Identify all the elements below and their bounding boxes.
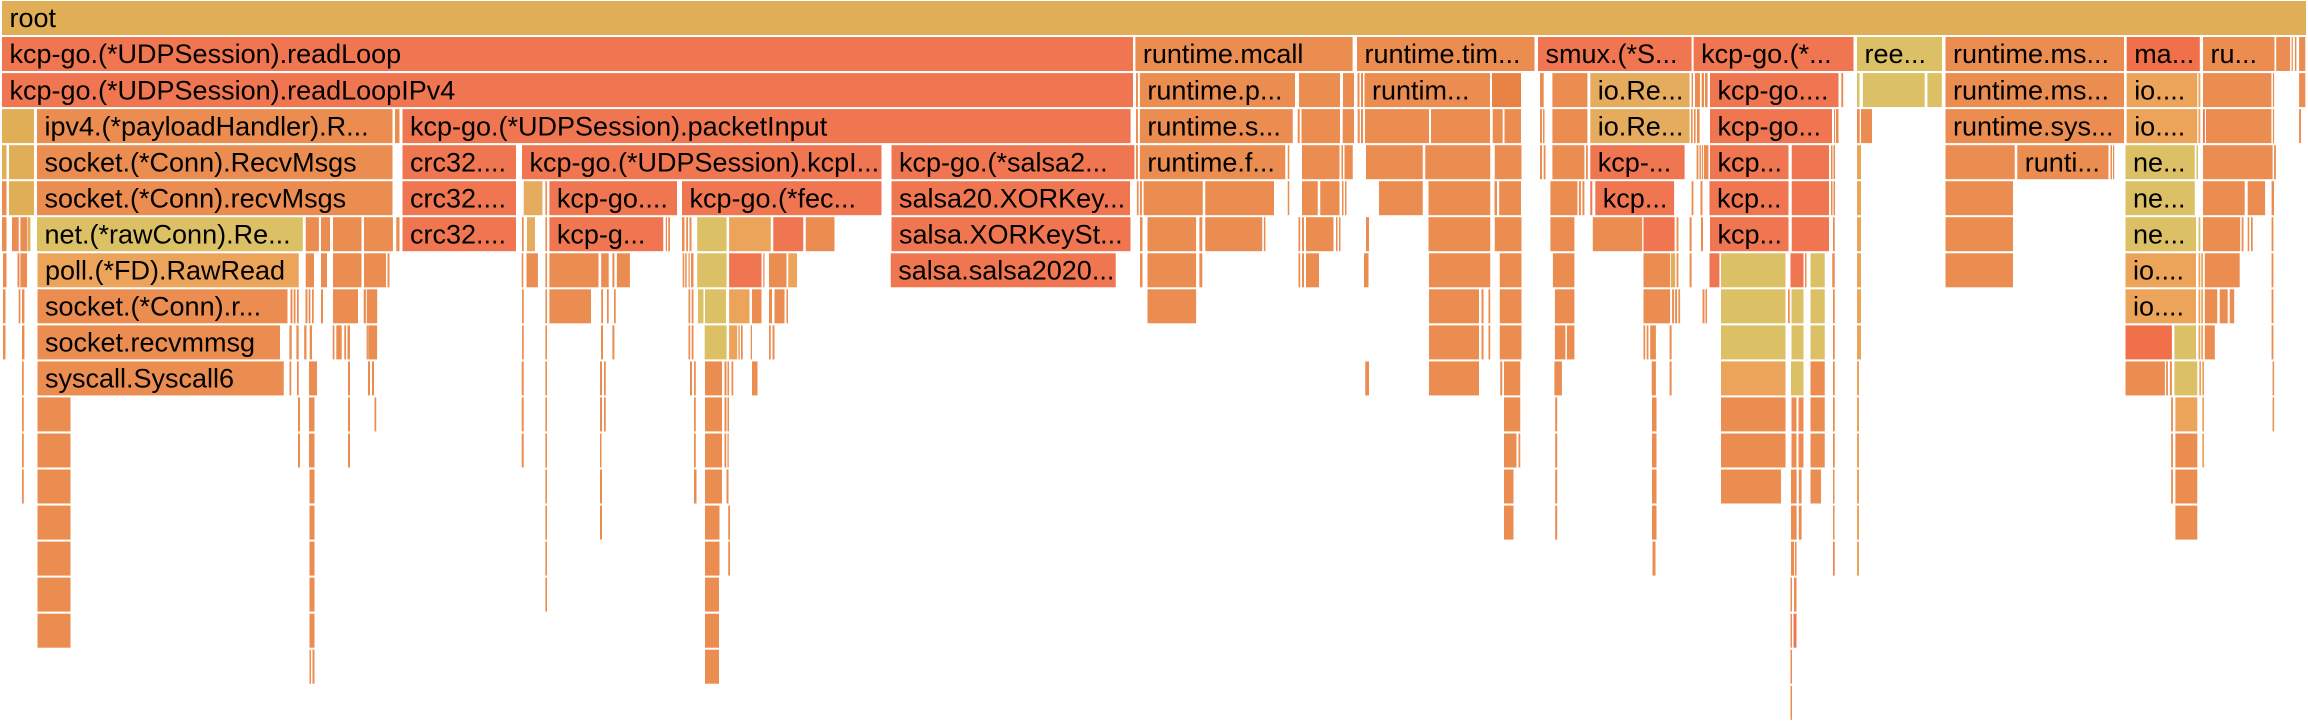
svg-text:syscall.Syscall6: syscall.Syscall6: [45, 364, 234, 394]
svg-text:socket.(*Conn).recvMsgs: socket.(*Conn).recvMsgs: [45, 183, 347, 213]
svg-text:io.Re...: io.Re...: [1598, 111, 1684, 141]
svg-text:socket.(*Conn).RecvMsgs: socket.(*Conn).RecvMsgs: [45, 147, 357, 177]
svg-text:poll.(*FD).RawRead: poll.(*FD).RawRead: [45, 256, 285, 286]
svg-text:socket.recvmmsg: socket.recvmmsg: [45, 328, 255, 358]
svg-text:kcp-go....: kcp-go....: [1718, 75, 1829, 105]
svg-text:runtime.s...: runtime.s...: [1147, 111, 1281, 141]
svg-text:runti...: runti...: [2025, 147, 2100, 177]
svg-text:socket.(*Conn).r...: socket.(*Conn).r...: [45, 292, 261, 322]
svg-text:runtime.ms...: runtime.ms...: [1953, 75, 2109, 105]
svg-text:salsa20.XORKey...: salsa20.XORKey...: [899, 183, 1125, 213]
svg-text:kcp-go.(*UDPSession).readLoopI: kcp-go.(*UDPSession).readLoopIPv4: [10, 75, 456, 105]
svg-text:crc32....: crc32....: [410, 183, 506, 213]
svg-text:ne...: ne...: [2133, 147, 2186, 177]
svg-text:ne...: ne...: [2133, 219, 2186, 249]
svg-text:kcp-go.(*UDPSession).readLoop: kcp-go.(*UDPSession).readLoop: [10, 39, 402, 69]
svg-text:kcp-go.(*...: kcp-go.(*...: [1701, 39, 1832, 69]
svg-text:io.Re...: io.Re...: [1598, 75, 1684, 105]
svg-text:runtime.f...: runtime.f...: [1147, 147, 1275, 177]
svg-text:kcp-go.(*fec...: kcp-go.(*fec...: [690, 183, 857, 213]
svg-text:kcp...: kcp...: [1718, 219, 1783, 249]
svg-text:crc32....: crc32....: [410, 147, 506, 177]
svg-text:kcp...: kcp...: [1718, 147, 1783, 177]
svg-text:kcp-...: kcp-...: [1598, 147, 1672, 177]
svg-text:ipv4.(*payloadHandler).R...: ipv4.(*payloadHandler).R...: [45, 111, 369, 141]
svg-text:kcp-go.(*salsa2...: kcp-go.(*salsa2...: [899, 147, 1108, 177]
svg-text:io....: io....: [2133, 256, 2184, 286]
svg-text:ma...: ma...: [2134, 39, 2194, 69]
svg-text:kcp...: kcp...: [1603, 183, 1668, 213]
svg-text:net.(*rawConn).Re...: net.(*rawConn).Re...: [45, 219, 291, 249]
svg-text:smux.(*S...: smux.(*S...: [1546, 39, 1678, 69]
svg-text:io....: io....: [2134, 111, 2185, 141]
svg-text:runtime.sys...: runtime.sys...: [1953, 111, 2114, 141]
svg-text:runtime.mcall: runtime.mcall: [1143, 39, 1304, 69]
svg-text:root: root: [10, 3, 57, 33]
svg-text:ru...: ru...: [2211, 39, 2258, 69]
svg-text:runtim...: runtim...: [1372, 75, 1470, 105]
svg-text:runtime.tim...: runtime.tim...: [1365, 39, 1521, 69]
svg-text:kcp...: kcp...: [1717, 183, 1782, 213]
svg-text:io....: io....: [2134, 75, 2185, 105]
svg-text:kcp-go.(*UDPSession).kcpI...: kcp-go.(*UDPSession).kcpI...: [530, 147, 880, 177]
svg-text:kcp-go...: kcp-go...: [1718, 111, 1822, 141]
svg-text:runtime.ms...: runtime.ms...: [1953, 39, 2109, 69]
svg-text:io....: io....: [2133, 292, 2184, 322]
svg-text:ree...: ree...: [1865, 39, 1927, 69]
svg-text:ne...: ne...: [2133, 183, 2186, 213]
svg-text:kcp-go.(*UDPSession).packetInp: kcp-go.(*UDPSession).packetInput: [410, 111, 828, 141]
svg-text:kcp-go....: kcp-go....: [557, 183, 668, 213]
svg-text:salsa.XORKeySt...: salsa.XORKeySt...: [899, 219, 1123, 249]
svg-text:runtime.p...: runtime.p...: [1147, 75, 1282, 105]
svg-text:kcp-g...: kcp-g...: [557, 219, 646, 249]
svg-text:salsa.salsa2020...: salsa.salsa2020...: [898, 256, 1114, 286]
svg-text:crc32....: crc32....: [410, 219, 506, 249]
